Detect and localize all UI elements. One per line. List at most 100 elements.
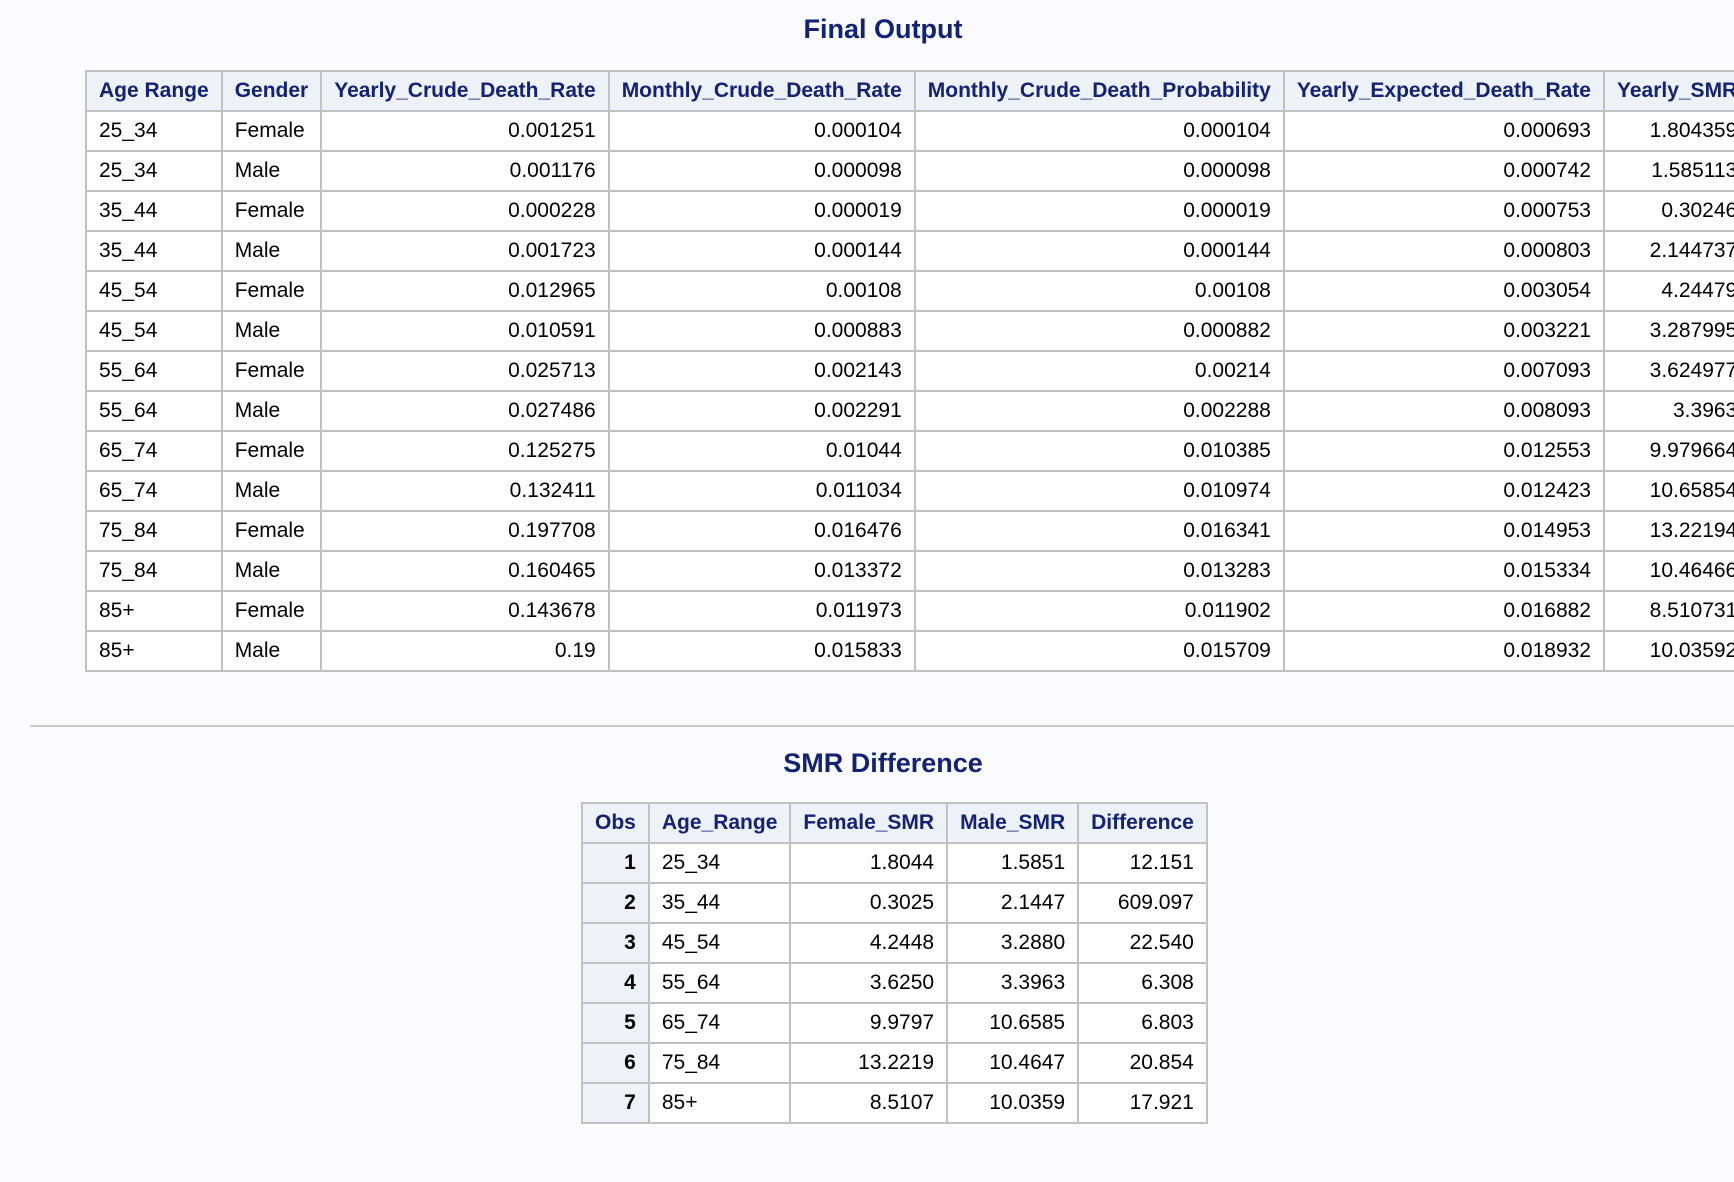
cell-yearly-smr: 1.585113 xyxy=(1602,150,1734,192)
cell-yearly-crude-death-rate: 0.132411 xyxy=(320,470,610,512)
table-row: 5 65_74 9.9797 10.6585 6.803 xyxy=(581,1002,1208,1044)
cell-gender: Male xyxy=(220,630,323,672)
cell-age-range: 25_34 xyxy=(85,110,223,152)
final-output-header-row: Age Range Gender Yearly_Crude_Death_Rate… xyxy=(85,70,1734,112)
cell-male-smr: 10.4647 xyxy=(946,1042,1080,1084)
cell-monthly-crude-death-probability: 0.013283 xyxy=(913,550,1285,592)
column-header-yearly-expected-death-rate: Yearly_Expected_Death_Rate xyxy=(1282,70,1605,112)
cell-yearly-crude-death-rate: 0.001251 xyxy=(320,110,610,152)
cell-yearly-smr: 1.804359 xyxy=(1602,110,1734,152)
cell-male-smr: 2.1447 xyxy=(946,882,1080,924)
cell-yearly-expected-death-rate: 0.016882 xyxy=(1282,590,1605,632)
cell-yearly-smr: 3.624977 xyxy=(1602,350,1734,392)
cell-monthly-crude-death-probability: 0.011902 xyxy=(913,590,1285,632)
cell-male-smr: 1.5851 xyxy=(946,842,1080,884)
cell-yearly-crude-death-rate: 0.025713 xyxy=(320,350,610,392)
cell-monthly-crude-death-probability: 0.00108 xyxy=(913,270,1285,312)
cell-gender: Female xyxy=(220,350,323,392)
cell-gender: Male xyxy=(220,230,323,272)
cell-yearly-crude-death-rate: 0.001723 xyxy=(320,230,610,272)
cell-monthly-crude-death-rate: 0.000098 xyxy=(607,150,916,192)
table-row: 35_44 Female 0.000228 0.000019 0.000019 0.000… xyxy=(85,190,1734,232)
cell-yearly-expected-death-rate: 0.014953 xyxy=(1282,510,1605,552)
cell-gender: Female xyxy=(220,510,323,552)
cell-age-range: 85+ xyxy=(647,1082,792,1124)
cell-gender: Male xyxy=(220,310,323,352)
cell-obs: 5 xyxy=(581,1002,650,1044)
cell-obs: 2 xyxy=(581,882,650,924)
cell-monthly-crude-death-rate: 0.000019 xyxy=(607,190,916,232)
cell-obs: 4 xyxy=(581,962,650,1004)
cell-difference: 22.540 xyxy=(1077,922,1208,964)
cell-monthly-crude-death-probability: 0.000019 xyxy=(913,190,1285,232)
cell-yearly-expected-death-rate: 0.003221 xyxy=(1282,310,1605,352)
column-header-monthly-crude-death-probability: Monthly_Crude_Death_Probability xyxy=(913,70,1285,112)
cell-monthly-crude-death-probability: 0.000098 xyxy=(913,150,1285,192)
cell-monthly-crude-death-rate: 0.011973 xyxy=(607,590,916,632)
cell-monthly-crude-death-rate: 0.002143 xyxy=(607,350,916,392)
cell-male-smr: 3.2880 xyxy=(946,922,1080,964)
cell-age-range: 85+ xyxy=(85,630,223,672)
cell-female-smr: 8.5107 xyxy=(789,1082,949,1124)
table-row: 35_44 Male 0.001723 0.000144 0.000144 0.00080… xyxy=(85,230,1734,272)
cell-yearly-crude-death-rate: 0.012965 xyxy=(320,270,610,312)
table-row: 75_84 Male 0.160465 0.013372 0.013283 0.01533… xyxy=(85,550,1734,592)
table-row: 85+ Male 0.19 0.015833 0.015709 0.018932 10.03… xyxy=(85,630,1734,672)
cell-male-smr: 3.3963 xyxy=(946,962,1080,1004)
cell-gender: Male xyxy=(220,470,323,512)
final-output-table: Age Range Gender Yearly_Crude_Death_Rate… xyxy=(85,70,1734,672)
cell-monthly-crude-death-probability: 0.00214 xyxy=(913,350,1285,392)
cell-male-smr: 10.6585 xyxy=(946,1002,1080,1044)
cell-female-smr: 4.2448 xyxy=(789,922,949,964)
cell-age-range: 55_64 xyxy=(647,962,792,1004)
table-row: 6 75_84 13.2219 10.4647 20.854 xyxy=(581,1042,1208,1084)
cell-monthly-crude-death-probability: 0.002288 xyxy=(913,390,1285,432)
cell-age-range: 65_74 xyxy=(85,470,223,512)
cell-yearly-smr: 9.979664 xyxy=(1602,430,1734,472)
cell-monthly-crude-death-probability: 0.010385 xyxy=(913,430,1285,472)
cell-yearly-expected-death-rate: 0.000693 xyxy=(1282,110,1605,152)
table-row: 45_54 Female 0.012965 0.00108 0.00108 0.00305… xyxy=(85,270,1734,312)
cell-yearly-expected-death-rate: 0.000742 xyxy=(1282,150,1605,192)
cell-yearly-expected-death-rate: 0.008093 xyxy=(1282,390,1605,432)
column-header-gender: Gender xyxy=(220,70,323,112)
cell-female-smr: 1.8044 xyxy=(789,842,949,884)
cell-monthly-crude-death-rate: 0.016476 xyxy=(607,510,916,552)
cell-yearly-expected-death-rate: 0.000803 xyxy=(1282,230,1605,272)
cell-age-range: 85+ xyxy=(85,590,223,632)
cell-monthly-crude-death-probability: 0.016341 xyxy=(913,510,1285,552)
cell-yearly-crude-death-rate: 0.001176 xyxy=(320,150,610,192)
cell-monthly-crude-death-probability: 0.010974 xyxy=(913,470,1285,512)
cell-gender: Male xyxy=(220,150,323,192)
smr-difference-header-row: Obs Age_Range Female_SMR Male_SMR Differ… xyxy=(581,802,1208,844)
column-header-obs: Obs xyxy=(581,802,650,844)
table-row: 1 25_34 1.8044 1.5851 12.151 xyxy=(581,842,1208,884)
cell-gender: Male xyxy=(220,390,323,432)
table-row: 3 45_54 4.2448 3.2880 22.540 xyxy=(581,922,1208,964)
cell-difference: 17.921 xyxy=(1077,1082,1208,1124)
cell-yearly-smr: 0.30246 xyxy=(1602,190,1734,232)
cell-difference: 609.097 xyxy=(1077,882,1208,924)
cell-gender: Male xyxy=(220,550,323,592)
column-header-age-range: Age Range xyxy=(85,70,223,112)
cell-monthly-crude-death-rate: 0.011034 xyxy=(607,470,916,512)
cell-age-range: 65_74 xyxy=(85,430,223,472)
section-divider xyxy=(30,725,1734,727)
column-header-male-smr: Male_SMR xyxy=(946,802,1080,844)
cell-age-range: 35_44 xyxy=(647,882,792,924)
table-row: 25_34 Male 0.001176 0.000098 0.000098 0.00074… xyxy=(85,150,1734,192)
cell-age-range: 25_34 xyxy=(85,150,223,192)
cell-yearly-smr: 2.144737 xyxy=(1602,230,1734,272)
cell-yearly-crude-death-rate: 0.197708 xyxy=(320,510,610,552)
cell-yearly-smr: 8.510731 xyxy=(1602,590,1734,632)
cell-age-range: 35_44 xyxy=(85,230,223,272)
cell-gender: Female xyxy=(220,190,323,232)
cell-monthly-crude-death-rate: 0.002291 xyxy=(607,390,916,432)
cell-gender: Female xyxy=(220,430,323,472)
table-row: 75_84 Female 0.197708 0.016476 0.016341 0.014… xyxy=(85,510,1734,552)
cell-yearly-expected-death-rate: 0.003054 xyxy=(1282,270,1605,312)
cell-yearly-smr: 4.24479 xyxy=(1602,270,1734,312)
table-row: 65_74 Male 0.132411 0.011034 0.010974 0.01242… xyxy=(85,470,1734,512)
cell-yearly-expected-death-rate: 0.015334 xyxy=(1282,550,1605,592)
table-row: 2 35_44 0.3025 2.1447 609.097 xyxy=(581,882,1208,924)
